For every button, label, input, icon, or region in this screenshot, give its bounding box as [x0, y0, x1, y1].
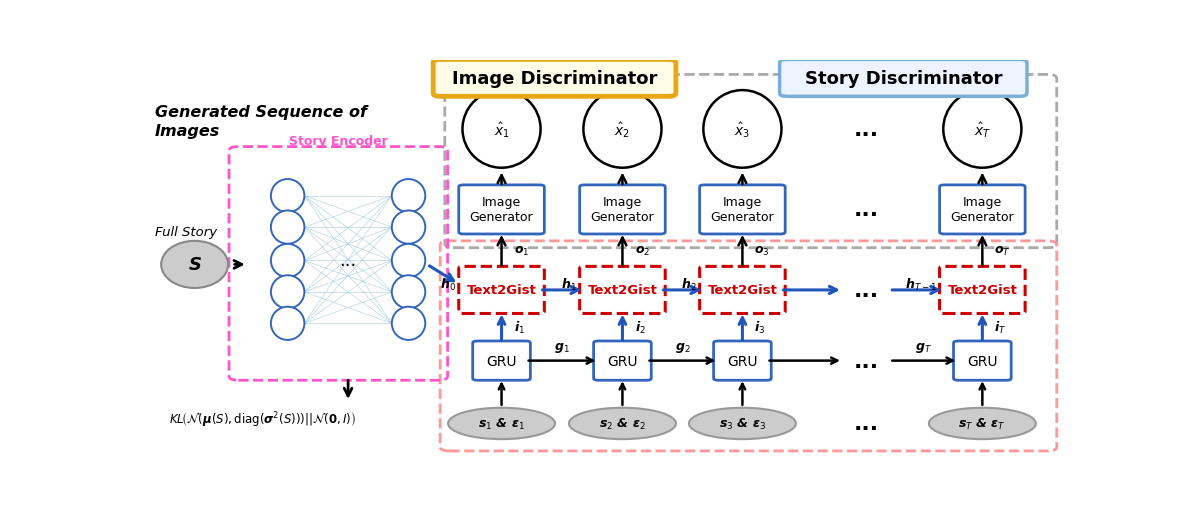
- Text: GRU: GRU: [607, 354, 637, 368]
- Text: ...: ...: [853, 120, 878, 139]
- Text: $\boldsymbol{o}_T$: $\boldsymbol{o}_T$: [995, 244, 1012, 257]
- Text: ...: ...: [853, 351, 878, 371]
- FancyBboxPatch shape: [433, 60, 676, 97]
- Text: ...: ...: [853, 280, 878, 300]
- Text: $\boldsymbol{g}_1$: $\boldsymbol{g}_1$: [554, 340, 570, 354]
- Text: $\boldsymbol{h}_{T-1}$: $\boldsymbol{h}_{T-1}$: [905, 276, 937, 293]
- Ellipse shape: [161, 241, 228, 289]
- Ellipse shape: [391, 211, 425, 244]
- Text: $\boldsymbol{h}_0$: $\boldsymbol{h}_0$: [440, 276, 456, 293]
- Text: Image
Generator: Image Generator: [590, 196, 654, 224]
- Text: $\boldsymbol{s}_T$ & $\boldsymbol{\epsilon}_T$: $\boldsymbol{s}_T$ & $\boldsymbol{\epsil…: [959, 416, 1007, 431]
- Text: Text2Gist: Text2Gist: [467, 284, 536, 297]
- FancyBboxPatch shape: [458, 267, 545, 314]
- FancyBboxPatch shape: [780, 60, 1027, 97]
- Text: Text2Gist: Text2Gist: [588, 284, 658, 297]
- Ellipse shape: [689, 408, 796, 439]
- Text: $\boldsymbol{i}_2$: $\boldsymbol{i}_2$: [635, 320, 646, 335]
- Text: Text2Gist: Text2Gist: [948, 284, 1018, 297]
- Text: GRU: GRU: [727, 354, 757, 368]
- Ellipse shape: [271, 211, 305, 244]
- Ellipse shape: [271, 244, 305, 277]
- Text: $\boldsymbol{i}_1$: $\boldsymbol{i}_1$: [514, 320, 524, 335]
- Ellipse shape: [391, 180, 425, 213]
- Text: Text2Gist: Text2Gist: [708, 284, 778, 297]
- FancyBboxPatch shape: [940, 267, 1025, 314]
- Ellipse shape: [929, 408, 1036, 439]
- Text: $\hat{x}_1$: $\hat{x}_1$: [493, 120, 510, 139]
- Text: ...: ...: [340, 252, 356, 270]
- Text: $\hat{x}_T$: $\hat{x}_T$: [973, 120, 991, 139]
- FancyBboxPatch shape: [700, 185, 785, 235]
- Text: $\boldsymbol{s}_1$ & $\boldsymbol{\epsilon}_1$: $\boldsymbol{s}_1$ & $\boldsymbol{\epsil…: [478, 416, 524, 431]
- Text: $KL\!\left(\mathcal{N}(\boldsymbol{\mu}(S),\mathrm{diag}(\boldsymbol{\sigma}^2(S: $KL\!\left(\mathcal{N}(\boldsymbol{\mu}(…: [168, 410, 355, 430]
- Text: ...: ...: [853, 414, 878, 434]
- Ellipse shape: [703, 91, 781, 168]
- Text: $\boldsymbol{g}_T$: $\boldsymbol{g}_T$: [916, 340, 932, 354]
- Text: $\boldsymbol{s}_2$ & $\boldsymbol{\epsilon}_2$: $\boldsymbol{s}_2$ & $\boldsymbol{\epsil…: [599, 416, 646, 431]
- Text: $\boldsymbol{g}_2$: $\boldsymbol{g}_2$: [674, 340, 690, 354]
- Ellipse shape: [391, 276, 425, 309]
- FancyBboxPatch shape: [580, 267, 665, 314]
- Text: Image
Generator: Image Generator: [950, 196, 1014, 224]
- FancyBboxPatch shape: [473, 342, 530, 381]
- Ellipse shape: [448, 408, 556, 439]
- Ellipse shape: [391, 307, 425, 341]
- Ellipse shape: [462, 91, 541, 168]
- FancyBboxPatch shape: [940, 185, 1025, 235]
- Text: $\boldsymbol{o}_2$: $\boldsymbol{o}_2$: [635, 244, 650, 257]
- FancyBboxPatch shape: [580, 185, 665, 235]
- Text: $\hat{x}_2$: $\hat{x}_2$: [614, 120, 630, 139]
- Ellipse shape: [943, 91, 1021, 168]
- Text: Story Encoder: Story Encoder: [289, 135, 388, 148]
- Text: $\hat{x}_3$: $\hat{x}_3$: [734, 120, 750, 139]
- Ellipse shape: [271, 307, 305, 341]
- Ellipse shape: [569, 408, 676, 439]
- FancyBboxPatch shape: [714, 342, 772, 381]
- Text: Full Story: Full Story: [155, 225, 217, 238]
- Ellipse shape: [271, 276, 305, 309]
- Text: $\boldsymbol{h}_2$: $\boldsymbol{h}_2$: [682, 276, 697, 293]
- Text: Generated Sequence of
Images: Generated Sequence of Images: [155, 105, 367, 138]
- Text: $\boldsymbol{i}_3$: $\boldsymbol{i}_3$: [755, 320, 766, 335]
- Text: Image
Generator: Image Generator: [469, 196, 533, 224]
- Text: $\boldsymbol{o}_3$: $\boldsymbol{o}_3$: [755, 244, 770, 257]
- Ellipse shape: [583, 91, 661, 168]
- Text: Image Discriminator: Image Discriminator: [452, 70, 658, 88]
- Text: GRU: GRU: [967, 354, 997, 368]
- Text: $\boldsymbol{s}_3$ & $\boldsymbol{\epsilon}_3$: $\boldsymbol{s}_3$ & $\boldsymbol{\epsil…: [719, 416, 766, 431]
- Ellipse shape: [271, 180, 305, 213]
- Text: Image
Generator: Image Generator: [710, 196, 774, 224]
- Text: $\boldsymbol{i}_T$: $\boldsymbol{i}_T$: [995, 320, 1007, 335]
- Text: ...: ...: [853, 200, 878, 220]
- FancyBboxPatch shape: [954, 342, 1012, 381]
- Text: $\boldsymbol{o}_1$: $\boldsymbol{o}_1$: [514, 244, 529, 257]
- Text: $\boldsymbol{S}$: $\boldsymbol{S}$: [187, 256, 202, 274]
- Text: GRU: GRU: [486, 354, 517, 368]
- Text: Story Discriminator: Story Discriminator: [804, 70, 1002, 88]
- Ellipse shape: [391, 244, 425, 277]
- FancyBboxPatch shape: [458, 185, 545, 235]
- FancyBboxPatch shape: [700, 267, 785, 314]
- FancyBboxPatch shape: [594, 342, 652, 381]
- Text: $\boldsymbol{h}_1$: $\boldsymbol{h}_1$: [562, 276, 577, 293]
